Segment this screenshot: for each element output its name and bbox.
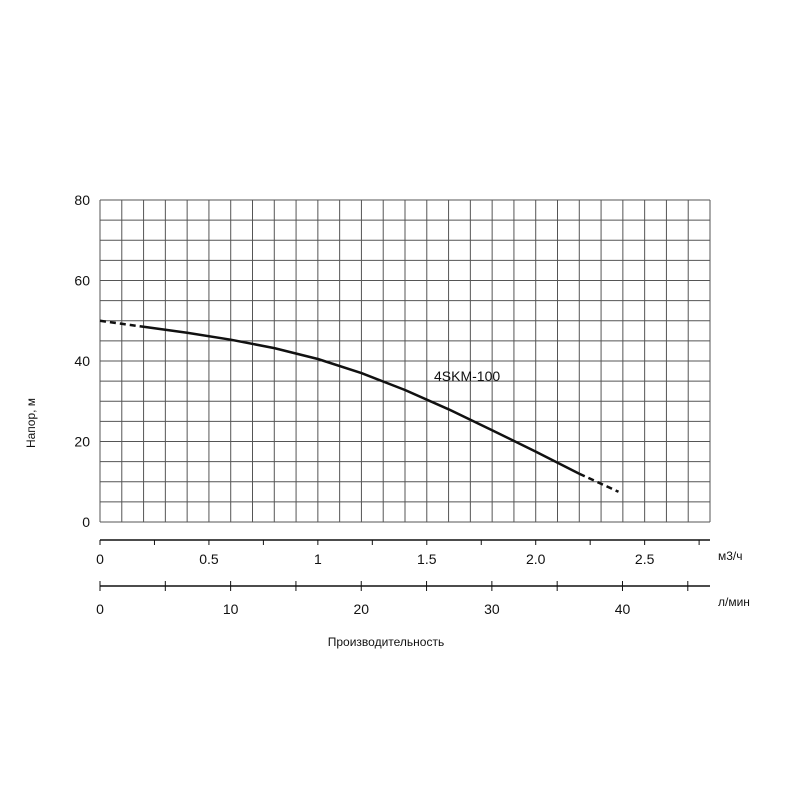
x-axis-secondary-unit: л/мин: [718, 595, 750, 609]
x-axis-secondary-tick-label: 40: [615, 601, 631, 617]
y-tick-label: 20: [74, 434, 90, 450]
x-axis-secondary-tick-label: 0: [96, 601, 104, 617]
y-tick-label: 80: [74, 192, 90, 208]
x-axis-secondary-tick-label: 30: [484, 601, 500, 617]
x-axis-primary-tick-label: 0.5: [199, 551, 219, 567]
series-label: 4SKM-100: [434, 368, 500, 384]
x-axis-primary-unit: м3/ч: [718, 549, 743, 563]
curve-dashed-start: [99, 319, 144, 329]
x-axis-primary: 0 0.5 1 1.5 2.0 2.5: [96, 539, 710, 567]
x-axis-secondary: 0 10 20 30 40: [96, 581, 710, 617]
y-tick-label: 40: [74, 353, 90, 369]
y-tick-label: 60: [74, 273, 90, 289]
x-axis-secondary-tick-label: 10: [223, 601, 239, 617]
series-curve: [99, 319, 620, 493]
x-axis-primary-tick-label: 1: [314, 551, 322, 567]
curve-dashed-end: [578, 472, 620, 493]
x-axis-primary-tick-label: 2.0: [526, 551, 546, 567]
x-axis-primary-tick-label: 2.5: [635, 551, 655, 567]
y-tick-labels: 0 20 40 60 80: [74, 192, 90, 530]
grid: [99, 199, 711, 523]
curve-solid: [143, 325, 580, 475]
x-axis-label: Производительность: [328, 635, 444, 649]
y-axis-label: Напор, м: [24, 398, 38, 448]
x-axis-primary-tick-label: 0: [96, 551, 104, 567]
x-axis-secondary-tick-label: 20: [353, 601, 369, 617]
y-tick-label: 0: [82, 514, 90, 530]
x-axis-primary-tick-label: 1.5: [417, 551, 437, 567]
